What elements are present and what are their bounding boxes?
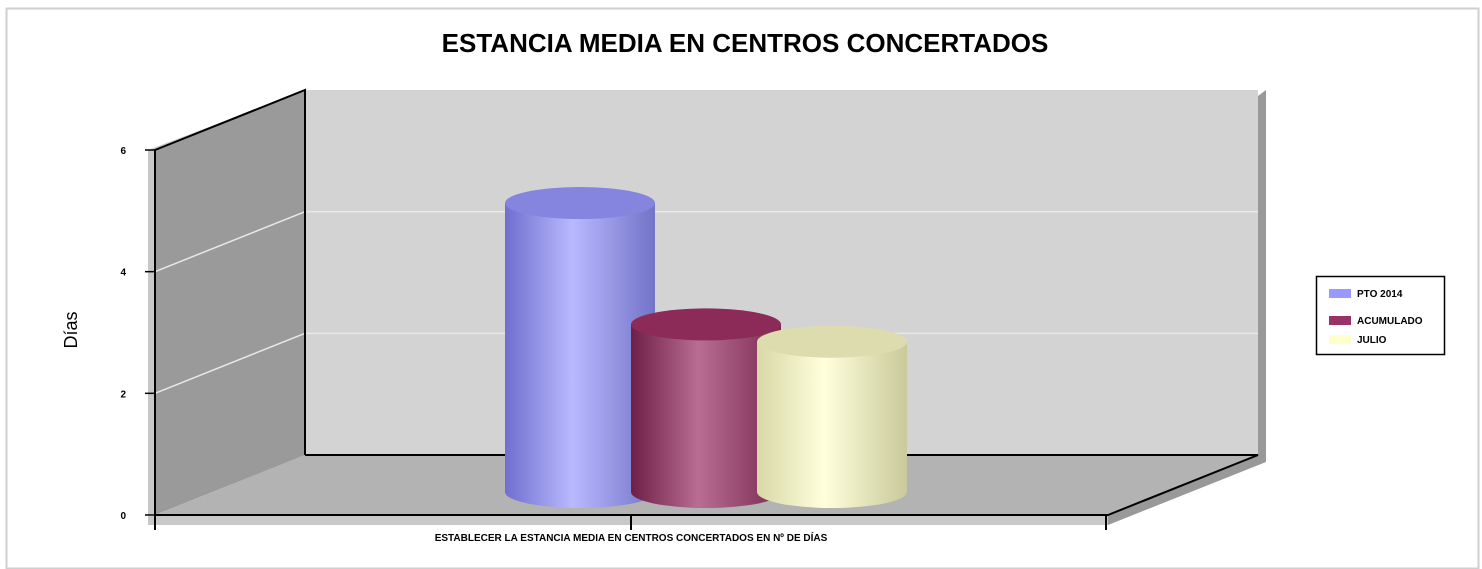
y-tick-label: 0 [120, 511, 126, 522]
chart-title: ESTANCIA MEDIA EN CENTROS CONCERTADOS [442, 28, 1049, 58]
legend-swatch-pto-2014 [1329, 289, 1351, 298]
left-wall [155, 90, 305, 515]
bars-group [505, 187, 907, 508]
y-axis: 0 2 4 6 [120, 146, 155, 522]
bar-body [757, 341, 907, 508]
bar-top [631, 308, 781, 341]
bar-body [631, 324, 781, 508]
gridline [154, 332, 306, 395]
bar-top [757, 325, 907, 358]
legend-label-julio: JULIO [1357, 335, 1387, 346]
legend-swatch-julio [1329, 335, 1351, 344]
legend-label-pto-2014: PTO 2014 [1357, 289, 1403, 300]
y-axis-label: Días [61, 311, 81, 348]
legend: PTO 2014 ACUMULADO JULIO [1315, 275, 1446, 356]
bar-acumulado [631, 308, 781, 508]
bar-top [505, 187, 655, 220]
y-tick-label: 6 [120, 146, 126, 157]
legend-label-acumulado: ACUMULADO [1357, 316, 1423, 327]
bar-body [505, 203, 655, 508]
x-tick-label: ESTABLECER LA ESTANCIA MEDIA EN CENTROS … [435, 531, 828, 544]
legend-swatch-acumulado [1329, 316, 1351, 325]
y-tick-label: 4 [120, 268, 126, 279]
y-tick-label: 2 [120, 389, 126, 400]
gridline [154, 210, 306, 273]
bar-pto-2014 [505, 187, 655, 508]
bar-julio [757, 325, 907, 508]
